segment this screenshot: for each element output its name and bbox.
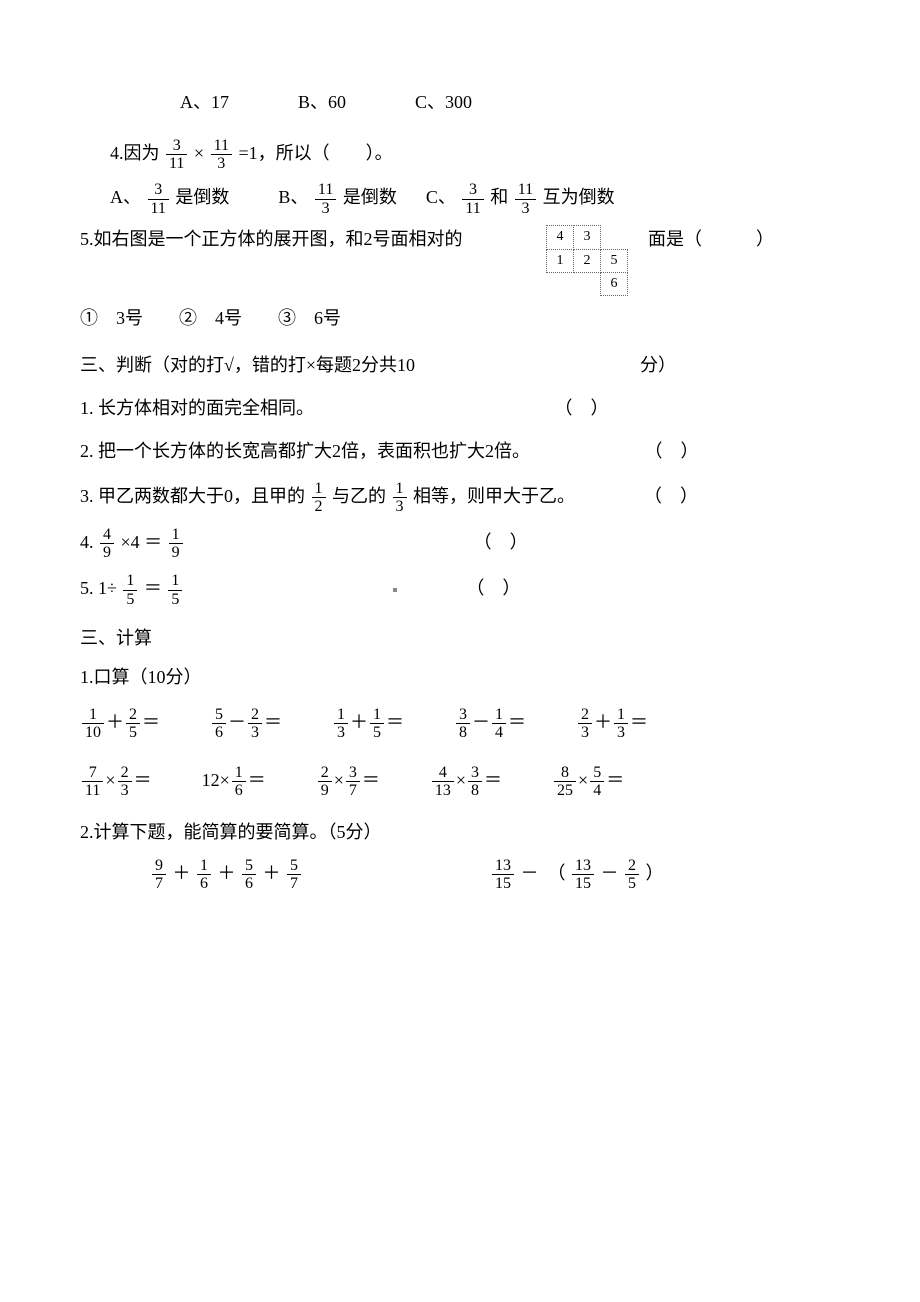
q5-left1: 5.如右图是一个正方体的展开图，和2号面相对的 bbox=[80, 229, 463, 249]
sec3a-title-row: 三、判断（对的打√，错的打×每题2分共10 分） bbox=[80, 351, 840, 380]
j1-paren: （ ） bbox=[555, 398, 609, 418]
q4-optC-pre: C、 bbox=[426, 187, 456, 207]
q4-optC-frac2: 113 bbox=[515, 181, 536, 217]
q4-optA-pre: A、 bbox=[110, 187, 141, 207]
calc2-expressions: 97 ＋ 16 ＋ 56 ＋ 57 1315 － （ 1315 － 25 ） bbox=[80, 857, 840, 893]
calc-term: 23＋13＝ bbox=[576, 706, 648, 742]
q3-opt-c: C、300 bbox=[415, 92, 472, 112]
dot-mark bbox=[393, 588, 397, 592]
j3-post: 相等，则甲大于乙。 bbox=[413, 486, 575, 506]
exam-page: A、17 B、60 C、300 4.因为 311 × 113 =1，所以（ ）。… bbox=[0, 0, 920, 933]
q4-optB-post: 是倒数 bbox=[343, 187, 397, 207]
net-cell-2: 2 bbox=[574, 249, 601, 272]
j3-f2: 13 bbox=[393, 480, 407, 516]
q4-stem: 4.因为 311 × 113 =1，所以（ ）。 bbox=[80, 137, 840, 173]
q4-optC-frac1: 311 bbox=[462, 181, 483, 217]
cube-net: 431256 bbox=[520, 225, 628, 296]
calc2-e1: 97 ＋ 16 ＋ 56 ＋ 57 bbox=[150, 857, 490, 893]
calc-row-2: 711×23＝ 12×16＝ 29×37＝ 413×38＝ 825×54＝ bbox=[80, 764, 840, 800]
judge1: 1. 长方体相对的面完全相同。 （ ） bbox=[80, 394, 840, 423]
net-cell-3: 3 bbox=[574, 226, 601, 249]
calc-term: 38－14＝ bbox=[454, 706, 526, 742]
j4-paren: （ ） bbox=[474, 532, 528, 552]
q5-row1: 5.如右图是一个正方体的展开图，和2号面相对的 431256 面是（ ） bbox=[80, 225, 840, 296]
calc-term: 12×16＝ bbox=[202, 764, 266, 800]
q5-right1: 面是（ ） bbox=[648, 229, 774, 249]
q4-optB-frac: 113 bbox=[315, 181, 336, 217]
j3-paren: （ ） bbox=[644, 486, 698, 506]
judge4: 4. 49 ×4 ＝ 19 （ ） bbox=[80, 526, 840, 562]
j3-mid: 与乙的 bbox=[332, 486, 386, 506]
j4-mid: ×4 ＝ bbox=[121, 532, 167, 552]
q4-prefix: 4.因为 bbox=[110, 143, 160, 163]
q4-frac2: 113 bbox=[211, 137, 232, 173]
calc-term: 13＋15＝ bbox=[332, 706, 404, 742]
judge2: 2. 把一个长方体的长宽高都扩大2倍，表面积也扩大2倍。 （ ） bbox=[80, 437, 840, 466]
calc-term: 29×37＝ bbox=[316, 764, 380, 800]
calc2-title: 2.计算下题，能简算的要简算。（5分） bbox=[80, 818, 840, 847]
q4-options: A、 311 是倒数 B、 113 是倒数 C、 311 和 113 互为倒数 bbox=[80, 181, 840, 217]
q4-optC-mid: 和 bbox=[490, 187, 508, 207]
j5-mid: ＝ bbox=[144, 578, 167, 598]
q3-options: A、17 B、60 C、300 bbox=[80, 88, 840, 117]
q4-optC-post: 互为倒数 bbox=[543, 187, 615, 207]
calc1-title: 1.口算（10分） bbox=[80, 663, 840, 692]
j4-f1: 49 bbox=[100, 526, 114, 562]
q4-times: × bbox=[194, 143, 204, 163]
q3-opt-a: A、17 bbox=[180, 92, 229, 112]
j5-f2: 15 bbox=[168, 572, 182, 608]
q4-optA-post: 是倒数 bbox=[175, 187, 229, 207]
j4-pre: 4. bbox=[80, 532, 98, 552]
j5-pre: 5. bbox=[80, 578, 98, 598]
q4-optA-frac: 311 bbox=[148, 181, 169, 217]
j5-f1: 15 bbox=[123, 572, 137, 608]
net-cell-5: 5 bbox=[601, 249, 628, 272]
net-cell-1: 1 bbox=[547, 249, 574, 272]
calc-term: 56－23＝ bbox=[210, 706, 282, 742]
calc-term: 413×38＝ bbox=[430, 764, 502, 800]
judge5: 5. 1÷ 15 ＝ 15 （ ） bbox=[80, 572, 840, 608]
q4-optB-pre: B、 bbox=[278, 187, 308, 207]
j3-f1: 12 bbox=[312, 480, 326, 516]
sec3a-title: 三、判断（对的打√，错的打×每题2分共10 bbox=[80, 355, 415, 375]
calc-term: 711×23＝ bbox=[80, 764, 152, 800]
j5-paren: （ ） bbox=[466, 578, 520, 598]
net-cell-6: 6 bbox=[601, 272, 628, 295]
calc-term: 110＋25＝ bbox=[80, 706, 160, 742]
j2-text: 2. 把一个长方体的长宽高都扩大2倍，表面积也扩大2倍。 bbox=[80, 437, 640, 466]
calc-row-1: 110＋25＝ 56－23＝ 13＋15＝ 38－14＝ 23＋13＝ bbox=[80, 706, 840, 742]
q4-frac1: 311 bbox=[166, 137, 187, 173]
net-cell-4: 4 bbox=[547, 226, 574, 249]
calc2-e2: 1315 － （ 1315 － 25 ） bbox=[490, 857, 664, 893]
calc-term: 825×54＝ bbox=[552, 764, 624, 800]
j5-1: 1÷ bbox=[98, 578, 117, 598]
sec3b-title: 三、计算 bbox=[80, 624, 840, 653]
q5-options: ① 3号 ② 4号 ③ 6号 bbox=[80, 304, 840, 333]
j4-f2: 19 bbox=[169, 526, 183, 562]
j1-text: 1. 长方体相对的面完全相同。 bbox=[80, 394, 550, 423]
q5-left2: ① 3号 ② 4号 ③ 6号 bbox=[80, 308, 341, 328]
q3-opt-b: B、60 bbox=[298, 92, 346, 112]
judge3: 3. 甲乙两数都大于0，且甲的 12 与乙的 13 相等，则甲大于乙。 （ ） bbox=[80, 480, 840, 516]
j2-paren: （ ） bbox=[645, 441, 699, 461]
sec3a-title-tail: 分） bbox=[640, 355, 676, 375]
q4-eq: =1，所以（ ）。 bbox=[238, 143, 392, 163]
j3-pre: 3. 甲乙两数都大于0，且甲的 bbox=[80, 486, 305, 506]
